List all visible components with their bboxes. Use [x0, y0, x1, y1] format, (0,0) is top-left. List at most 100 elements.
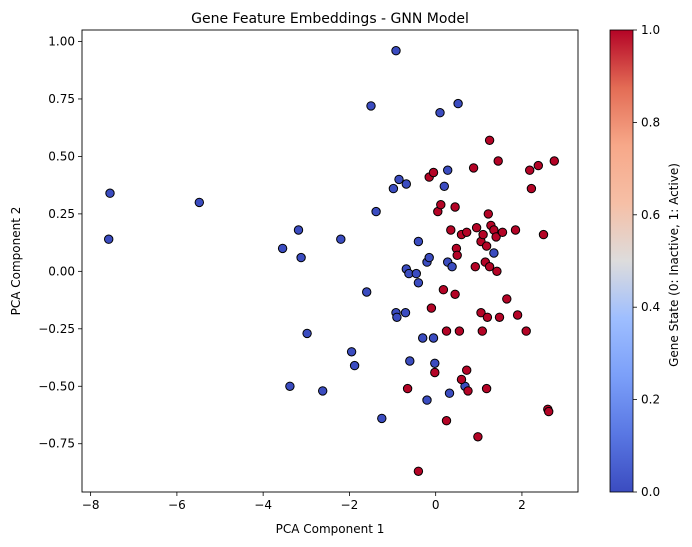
x-axis-label: PCA Component 1 [276, 522, 385, 536]
data-point [484, 135, 495, 146]
y-tick-label: 0.25 [48, 207, 75, 221]
data-point [194, 197, 205, 208]
y-tick-label: 1.00 [48, 34, 75, 48]
data-point [441, 416, 452, 426]
data-point [447, 262, 457, 272]
data-point [349, 360, 360, 371]
colorbar-tick-label: 1.0 [641, 23, 660, 37]
data-point [502, 294, 512, 304]
chart-title: Gene Feature Embeddings - GNN Model [191, 11, 469, 27]
data-point [430, 367, 440, 378]
data-point [491, 232, 501, 242]
plot-frame [81, 29, 579, 493]
data-point [336, 234, 346, 244]
data-point [492, 266, 502, 276]
data-point [400, 308, 411, 318]
data-point [481, 383, 492, 394]
data-point [346, 347, 357, 357]
data-point [525, 165, 535, 175]
data-point [497, 227, 508, 238]
data-point [477, 326, 487, 336]
data-point [473, 432, 483, 442]
data-point [401, 179, 411, 189]
y-tick-label: −0.75 [38, 437, 75, 451]
data-point [428, 333, 439, 343]
data-point [424, 252, 434, 263]
data-point [453, 98, 463, 109]
x-tick-label: −4 [254, 498, 272, 512]
data-point [362, 287, 372, 297]
data-point [452, 250, 462, 261]
data-point [493, 156, 503, 166]
data-point [544, 406, 554, 417]
data-point [413, 278, 424, 288]
data-point [371, 206, 381, 217]
x-tick-label: −8 [82, 498, 100, 512]
data-point [436, 200, 446, 210]
data-point [105, 188, 115, 198]
colorbar-tick-label: 0.8 [641, 115, 660, 129]
data-point [413, 466, 424, 476]
data-point [277, 243, 288, 254]
data-point [512, 310, 523, 320]
data-point [538, 229, 549, 240]
data-point [521, 326, 531, 336]
x-axis: −8 −6 −4 −2 0 2 [82, 492, 526, 512]
data-point [318, 386, 328, 396]
data-point [411, 268, 421, 279]
data-point [438, 285, 449, 295]
data-point [422, 395, 432, 405]
data-point [450, 202, 460, 212]
data-point [444, 388, 455, 398]
data-point [510, 225, 521, 235]
data-point [441, 326, 452, 336]
data-point [426, 303, 437, 313]
y-tick-label: 0.75 [48, 92, 75, 106]
y-tick-label: 0.50 [48, 149, 75, 163]
colorbar-tick-label: 0.0 [641, 485, 660, 499]
data-point [377, 413, 387, 424]
data-point [428, 167, 439, 178]
y-tick-label: −0.25 [38, 322, 75, 336]
data-point [456, 374, 467, 385]
data-point [446, 225, 456, 235]
colorbar-tick-label: 0.4 [641, 300, 660, 314]
y-tick-label: −0.50 [38, 379, 75, 393]
data-point [388, 183, 399, 194]
data-point [462, 227, 472, 238]
data-point [471, 223, 482, 233]
data-point [483, 209, 493, 219]
data-point [418, 333, 428, 343]
data-point [494, 312, 505, 322]
data-point [430, 358, 440, 368]
data-point [450, 289, 460, 299]
data-point [293, 225, 304, 235]
data-point [285, 381, 295, 391]
y-axis-label: PCA Component 2 [9, 207, 23, 316]
data-point [302, 328, 312, 339]
data-point [463, 386, 473, 396]
data-point [476, 308, 486, 318]
data-point [104, 234, 114, 244]
data-point [402, 383, 413, 394]
data-point [439, 181, 449, 192]
data-point [462, 365, 472, 375]
x-tick-label: −6 [168, 498, 186, 512]
data-point [394, 174, 404, 185]
y-tick-label: 0.00 [48, 264, 75, 278]
colorbar [609, 29, 634, 493]
data-point [413, 236, 424, 247]
x-tick-label: 0 [432, 498, 440, 512]
data-point [470, 262, 480, 272]
data-point [366, 101, 376, 111]
data-point [405, 356, 415, 366]
data-point [549, 156, 559, 166]
colorbar-tick-label: 0.6 [641, 208, 660, 222]
data-point [489, 248, 499, 258]
data-point [533, 160, 543, 171]
data-point [391, 46, 401, 56]
colorbar-tick-label: 0.2 [641, 393, 660, 407]
colorbar-label: Gene State (0: Inactive, 1: Active) [667, 163, 681, 367]
data-point [392, 312, 402, 322]
